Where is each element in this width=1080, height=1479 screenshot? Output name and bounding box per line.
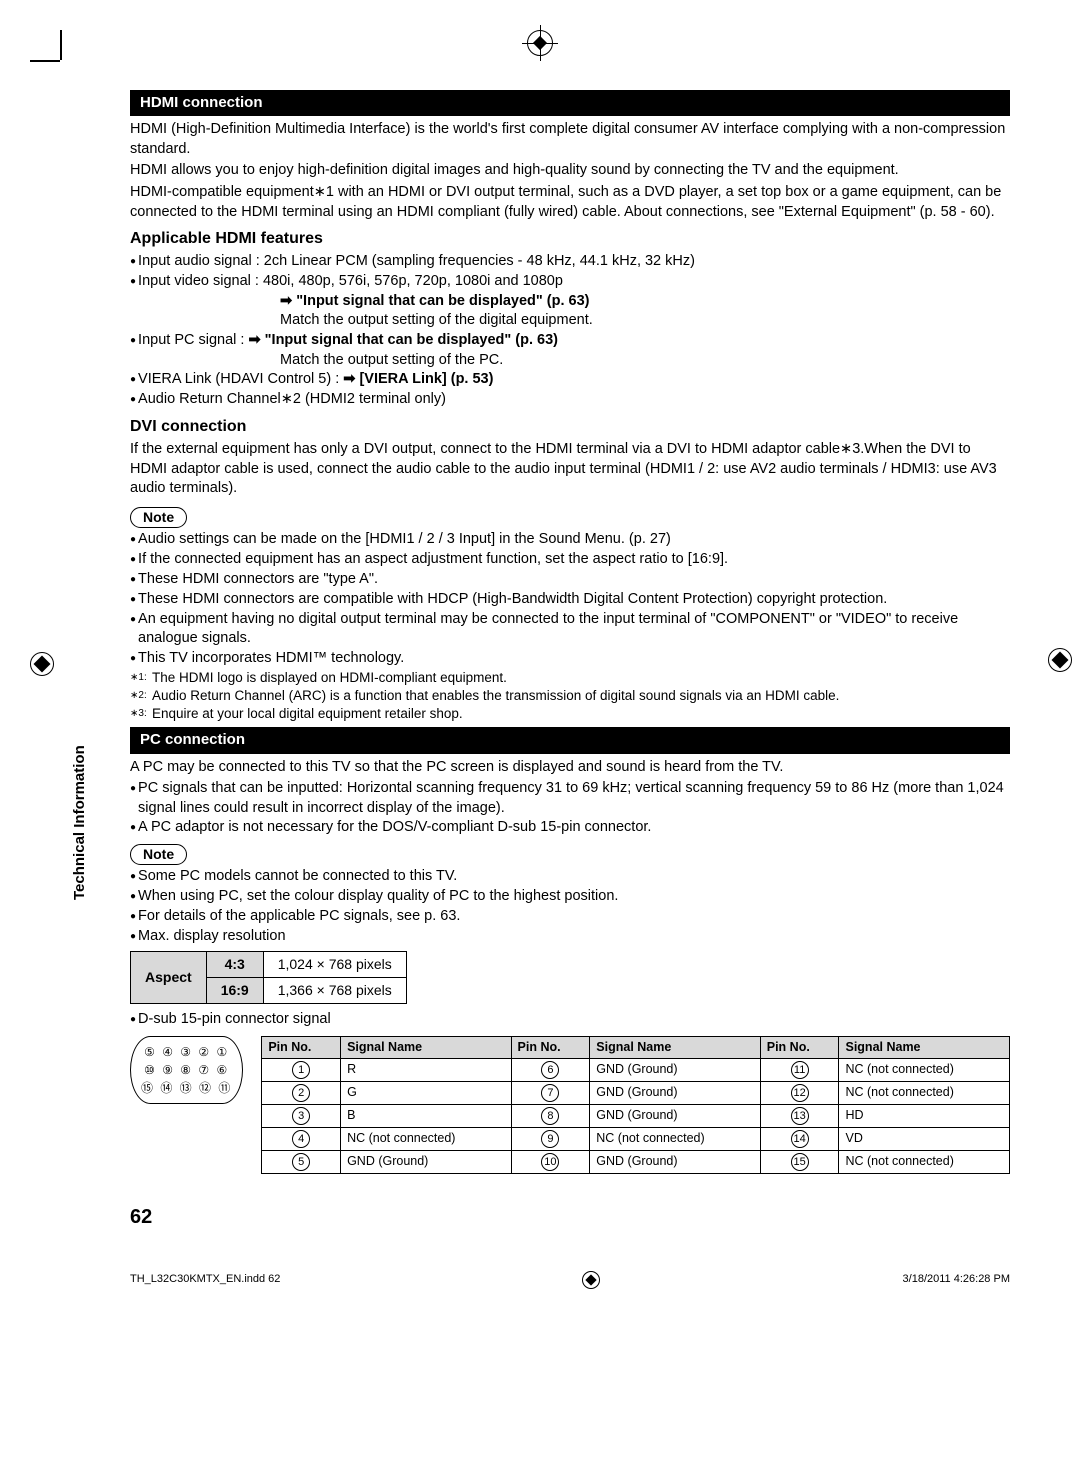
note-pill: Note: [130, 844, 187, 865]
aspect-value-cell: 1,366 × 768 pixels: [263, 978, 406, 1004]
aspect-ratio-cell: 16:9: [206, 978, 263, 1004]
pin-row: 2G7GND (Ground)12NC (not connected): [262, 1081, 1010, 1104]
pin-signal-cell: GND (Ground): [590, 1058, 760, 1081]
pin-number-cell: 3: [262, 1104, 341, 1127]
dvi-heading: DVI connection: [130, 416, 1010, 438]
dvi-body: If the external equipment has only a DVI…: [130, 440, 1010, 499]
feature-item: ●Input PC signal : ➡ "Input signal that …: [130, 331, 1010, 351]
pin-number-cell: 11: [760, 1058, 839, 1081]
pin-header-cell: Pin No.: [511, 1036, 590, 1058]
feature-note: Match the output setting of the digital …: [130, 311, 1010, 331]
hdmi-note-item: ●This TV incorporates HDMI™ technology.: [130, 649, 1010, 669]
pin-number-cell: 8: [511, 1104, 590, 1127]
side-label: Technical Information: [70, 745, 90, 900]
note-pill: Note: [130, 507, 187, 528]
pin-signal-cell: GND (Ground): [590, 1150, 760, 1173]
pin-row: 5GND (Ground)10GND (Ground)15NC (not con…: [262, 1150, 1010, 1173]
pin-number-cell: 13: [760, 1104, 839, 1127]
pc-note-item: ●For details of the applicable PC signal…: [130, 907, 1010, 927]
pin-row: 3B8GND (Ground)13HD: [262, 1104, 1010, 1127]
pin-signal-cell: NC (not connected): [590, 1127, 760, 1150]
pin-number-cell: 5: [262, 1150, 341, 1173]
pin-signal-cell: VD: [839, 1127, 1010, 1150]
feature-item: ●Input video signal : 480i, 480p, 576i, …: [130, 272, 1010, 292]
hdmi-note-item: ●If the connected equipment has an aspec…: [130, 550, 1010, 570]
feature-ref: ➡ "Input signal that can be displayed" (…: [130, 292, 1010, 312]
pin-signal-cell: B: [341, 1104, 511, 1127]
feature-item: ●VIERA Link (HDAVI Control 5) : ➡ [VIERA…: [130, 370, 1010, 390]
pin-number-cell: 6: [511, 1058, 590, 1081]
pin-row: 1R6GND (Ground)11NC (not connected): [262, 1058, 1010, 1081]
footnote: ∗3:Enquire at your local digital equipme…: [130, 705, 1010, 723]
footnote: ∗2:Audio Return Channel (ARC) is a funct…: [130, 687, 1010, 705]
aspect-label: Aspect: [131, 952, 207, 1004]
dsub-label: ●D-sub 15-pin connector signal: [130, 1010, 1010, 1030]
hdmi-note-item: ●These HDMI connectors are "type A".: [130, 570, 1010, 590]
pin-signal-cell: NC (not connected): [341, 1127, 511, 1150]
footer-left: TH_L32C30KMTX_EN.indd 62: [130, 1272, 280, 1287]
footnote: ∗1:The HDMI logo is displayed on HDMI-co…: [130, 669, 1010, 687]
hdmi-note-item: ●These HDMI connectors are compatible wi…: [130, 590, 1010, 610]
hdmi-intro-paragraph: HDMI-compatible equipment∗1 with an HDMI…: [130, 183, 1010, 222]
pin-signal-cell: HD: [839, 1104, 1010, 1127]
pin-number-cell: 12: [760, 1081, 839, 1104]
crop-mark: [30, 60, 60, 62]
pin-signal-cell: NC (not connected): [839, 1150, 1010, 1173]
aspect-table: Aspect 4:3 1,024 × 768 pixels 16:9 1,366…: [130, 951, 407, 1004]
pin-header-cell: Pin No.: [262, 1036, 341, 1058]
pin-signal-cell: GND (Ground): [590, 1081, 760, 1104]
pc-bullet-item: ●A PC adaptor is not necessary for the D…: [130, 818, 1010, 838]
pin-signal-cell: NC (not connected): [839, 1058, 1010, 1081]
feature-note: Match the output setting of the PC.: [130, 351, 1010, 371]
pin-header-cell: Signal Name: [341, 1036, 511, 1058]
pin-signal-cell: G: [341, 1081, 511, 1104]
pin-row: 4NC (not connected)9NC (not connected)14…: [262, 1127, 1010, 1150]
footer-right: 3/18/2011 4:26:28 PM: [903, 1272, 1010, 1287]
crop-mark: [60, 30, 62, 60]
pc-note-item: ●When using PC, set the colour display q…: [130, 887, 1010, 907]
hdmi-section-header: HDMI connection: [130, 90, 1010, 116]
pin-number-cell: 4: [262, 1127, 341, 1150]
feature-item: ●Input audio signal : 2ch Linear PCM (sa…: [130, 252, 1010, 272]
pin-signal-cell: R: [341, 1058, 511, 1081]
footer: TH_L32C30KMTX_EN.indd 62 3/18/2011 4:26:…: [130, 1271, 1010, 1289]
pc-intro-paragraph: A PC may be connected to this TV so that…: [130, 758, 1010, 778]
applicable-hdmi-heading: Applicable HDMI features: [130, 228, 1010, 250]
registration-mark: [30, 652, 54, 676]
pc-bullet-item: ●PC signals that can be inputted: Horizo…: [130, 779, 1010, 818]
pin-number-cell: 2: [262, 1081, 341, 1104]
pin-header-cell: Signal Name: [590, 1036, 760, 1058]
pc-note-item: ●Max. display resolution: [130, 927, 1010, 947]
feature-item: ●Audio Return Channel∗2 (HDMI2 terminal …: [130, 390, 1010, 410]
pin-number-cell: 7: [511, 1081, 590, 1104]
registration-mark: [1048, 648, 1072, 672]
pc-section-header: PC connection: [130, 727, 1010, 753]
pin-signal-cell: GND (Ground): [341, 1150, 511, 1173]
pin-header-cell: Signal Name: [839, 1036, 1010, 1058]
hdmi-note-item: ●Audio settings can be made on the [HDMI…: [130, 530, 1010, 550]
page-number: 62: [130, 1204, 1010, 1231]
pin-signal-cell: NC (not connected): [839, 1081, 1010, 1104]
pin-number-cell: 10: [511, 1150, 590, 1173]
pin-signal-cell: GND (Ground): [590, 1104, 760, 1127]
pin-number-cell: 14: [760, 1127, 839, 1150]
aspect-ratio-cell: 4:3: [206, 952, 263, 978]
pin-number-cell: 1: [262, 1058, 341, 1081]
registration-mark: [582, 1271, 600, 1289]
hdmi-note-item: ●An equipment having no digital output t…: [130, 610, 1010, 649]
pc-note-item: ●Some PC models cannot be connected to t…: [130, 867, 1010, 887]
hdmi-intro-paragraph: HDMI allows you to enjoy high-definition…: [130, 161, 1010, 181]
pin-number-cell: 15: [760, 1150, 839, 1173]
pin-header-cell: Pin No.: [760, 1036, 839, 1058]
hdmi-intro-paragraph: HDMI (High-Definition Multimedia Interfa…: [130, 120, 1010, 159]
dsub-connector-diagram: ⑤ ④ ③ ② ① ⑩ ⑨ ⑧ ⑦ ⑥ ⑮ ⑭ ⑬ ⑫ ⑪: [130, 1036, 243, 1104]
pin-table: Pin No.Signal NamePin No.Signal NamePin …: [261, 1036, 1010, 1174]
aspect-value-cell: 1,024 × 768 pixels: [263, 952, 406, 978]
pin-number-cell: 9: [511, 1127, 590, 1150]
